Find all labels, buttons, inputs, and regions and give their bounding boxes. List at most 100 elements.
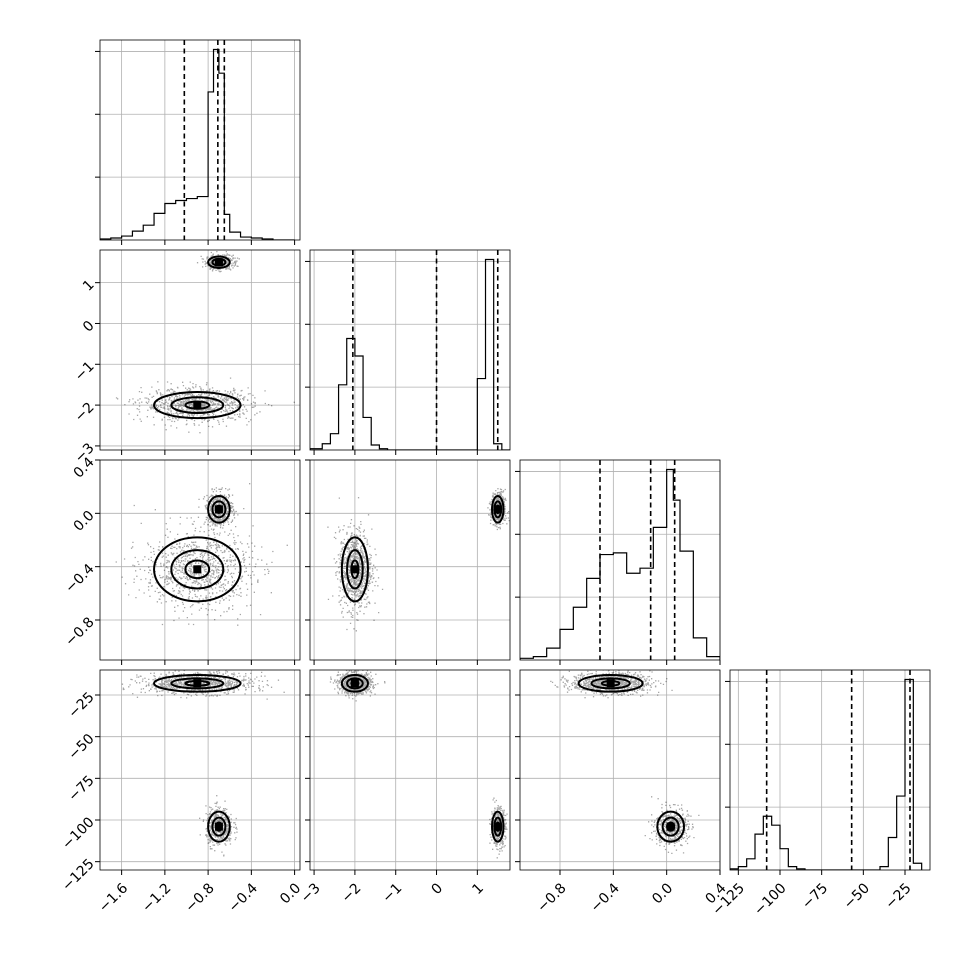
panel-frame [519,459,721,661]
contours [153,255,242,420]
x-tick-label: −25 [882,880,914,912]
panel-3-1: −3 −2 −1 0 1 [298,669,511,906]
contour-0-0 [207,255,231,269]
y-tick-label: −25 [65,689,97,721]
gridlines [100,670,300,870]
samples [115,250,295,434]
x-tick-label: −100 [751,880,790,919]
contours [577,674,686,843]
contour-1-1 [590,677,631,690]
contour-1-1 [170,396,225,414]
gridlines [730,670,930,870]
histogram-1 [310,258,510,450]
contour-1-1 [170,549,225,590]
contours [340,674,505,843]
y-tick-label: −0.4 [62,561,97,596]
y-tick-label: −75 [65,773,97,805]
panel-frame [99,459,301,661]
contour-0-0 [207,495,231,524]
gridlines [100,250,300,450]
density-peak [606,679,615,688]
panel-2-0: −0.8−0.40.00.4 [62,454,301,665]
y-tick-label: 0 [80,318,98,336]
panel-2-2 [515,459,721,665]
density-peak [666,822,675,831]
density-peak [350,679,359,688]
panel-3-3: −125 −100 −75 −50 −25 [709,669,931,919]
panel-frame [309,669,511,871]
samples [115,483,288,626]
contour-1-2 [184,559,211,580]
gridlines [520,460,721,660]
contours [153,674,242,843]
density-peak [214,258,223,267]
contours [153,495,242,603]
contour-0-0 [656,810,686,843]
gridlines [310,670,510,870]
gridlines [310,250,510,450]
contour-1-1 [170,677,225,690]
y-tick-label: −2 [72,399,98,425]
panel-1-0: −3−2−101 [72,249,301,466]
panel-0-0 [95,39,301,245]
panel-2-1 [305,459,511,665]
contours [340,495,505,603]
x-tick-label: −0.4 [588,880,623,915]
x-tick-label: −3 [298,880,324,906]
contour-1-0 [153,391,242,420]
panel-frame [99,39,301,241]
panel-3-2: −0.8 −0.4 0.0 0.4 [515,669,730,916]
histogram-2 [520,468,720,660]
contour-0-1 [211,500,227,519]
x-tick-label: −1.6 [96,880,131,915]
y-tick-label: −50 [65,731,97,763]
contour-1-0 [340,536,369,603]
density-peak [193,401,202,410]
contour-1-0 [340,674,369,693]
gridlines [100,40,300,240]
y-tick-label: −1 [72,359,98,385]
density-peak [493,822,502,831]
contour-1-0 [577,674,644,693]
contour-0-0 [491,810,505,843]
histogram-3 [730,678,923,870]
gridlines [520,670,721,870]
x-tick-label: −75 [799,880,831,912]
x-tick-label: −50 [841,880,873,912]
x-tick-label: −1 [379,880,405,906]
y-tick-label: 0.0 [71,508,98,535]
panel-3-0: −125−100−75−50−25−1.6 −1.2 −0.8 −0.4 0.0 [59,669,304,916]
panel-frame [309,459,511,661]
density-peak [193,679,202,688]
density-peak [214,822,223,831]
density-peak [214,505,223,514]
contour-0-1 [661,816,680,837]
panel-frame [99,249,301,451]
contour-1-0 [153,674,242,693]
panel-frame [729,669,931,871]
y-tick-label: −125 [59,856,98,895]
panel-frame [519,669,721,871]
x-tick-label: 0 [429,880,447,898]
x-tick-label: −2 [339,880,365,906]
x-tick-label: 1 [469,880,487,898]
density-peak [350,565,359,574]
x-tick-label: 0.0 [649,880,676,907]
contour-1-1 [346,549,364,590]
histogram-0 [100,48,295,240]
contour-0-1 [211,816,227,837]
panel-1-1 [305,249,511,455]
x-tick-label: −1.2 [139,880,174,915]
y-tick-label: −100 [59,814,98,853]
contour-0-0 [491,495,505,524]
gridlines [310,459,510,660]
contour-1-0 [153,536,242,603]
density-peak [493,505,502,514]
y-tick-label: −0.8 [62,614,97,649]
density-peak [193,565,202,574]
x-tick-label: −0.8 [182,880,217,915]
y-tick-label: 1 [80,277,98,295]
contour-0-0 [207,810,231,843]
panel-frame [99,669,301,871]
